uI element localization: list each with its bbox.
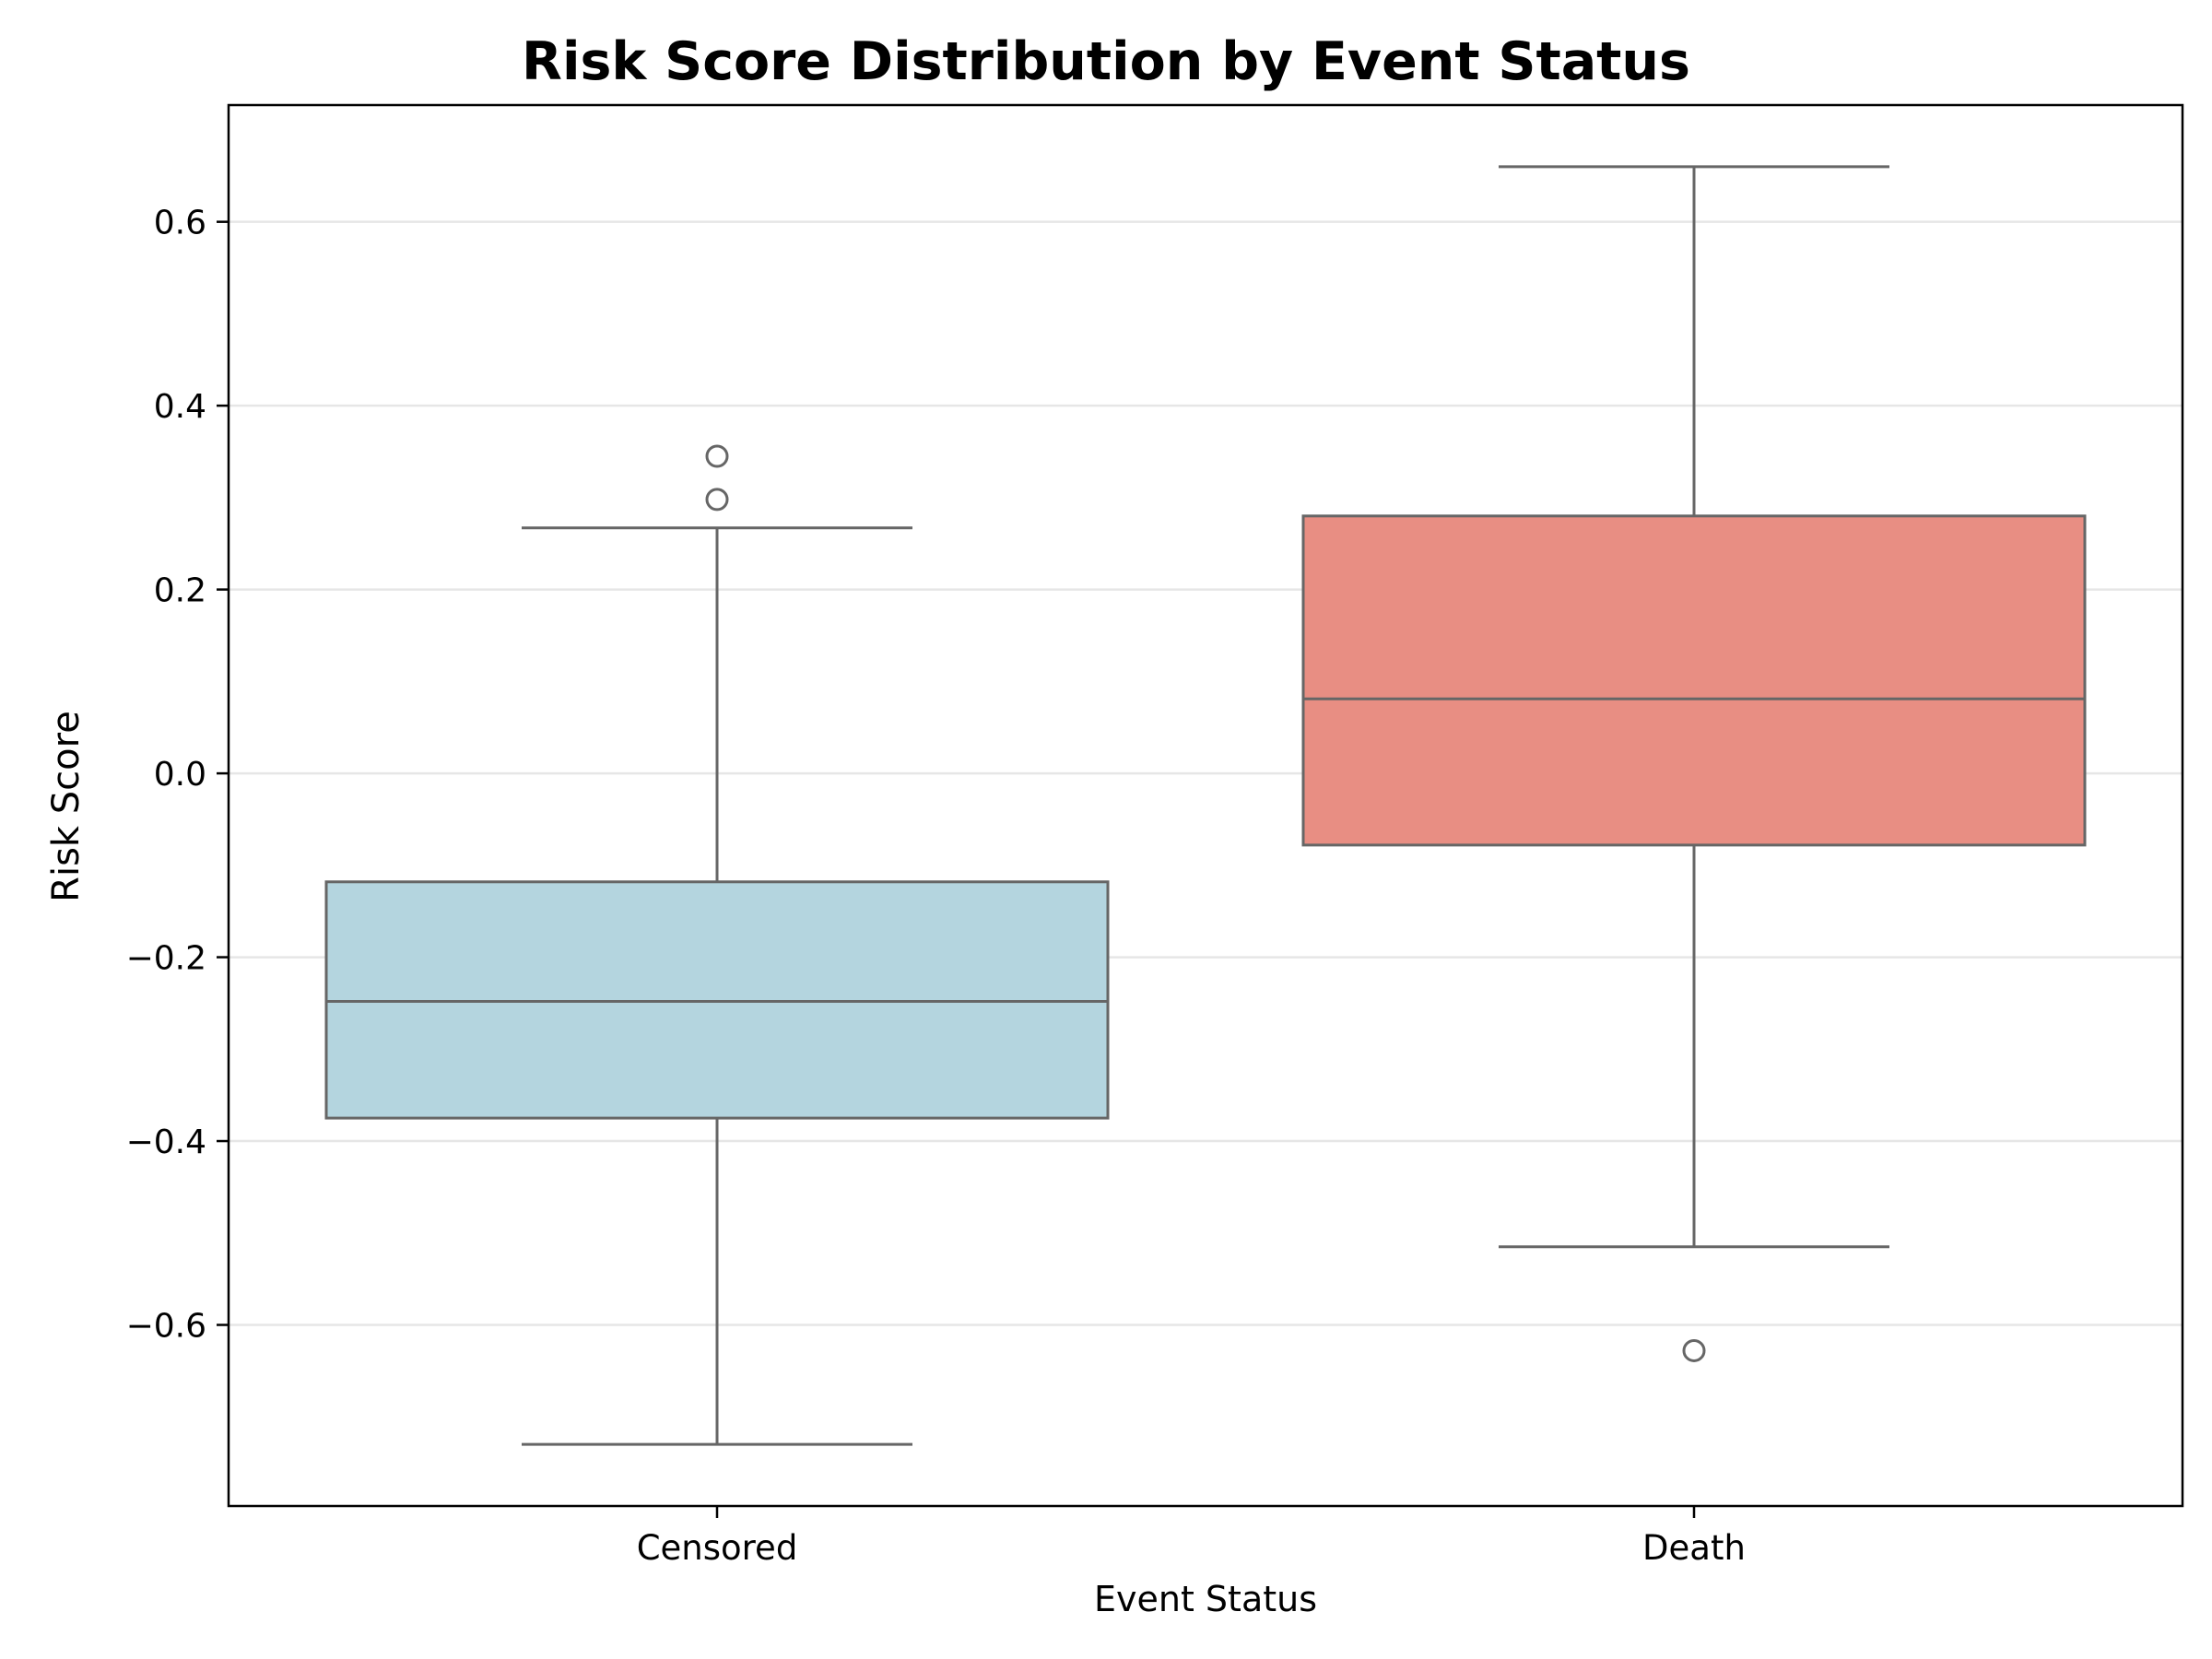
- plot-frame: [227, 103, 2184, 1508]
- y-tick-label: −0.6: [126, 1308, 206, 1346]
- y-tick-label: 0.0: [154, 756, 206, 794]
- boxes: [324, 165, 2087, 1446]
- box-death: [1301, 165, 2087, 1362]
- outlier-point: [705, 488, 729, 512]
- y-tick-label: −0.2: [126, 940, 206, 978]
- y-tick-label: −0.4: [126, 1124, 206, 1161]
- chart-title: Risk Score Distribution by Event Status: [522, 31, 1690, 92]
- x-axis-label: Event Status: [1093, 1579, 1318, 1619]
- outlier-point: [1682, 1338, 1706, 1362]
- box-censored: [324, 444, 1110, 1446]
- x-tick-label: Death: [1642, 1528, 1746, 1568]
- outlier-point: [705, 444, 729, 468]
- iqr-box: [1301, 514, 2087, 847]
- axis-ticks: −0.6 −0.4 −0.2 0.0 0.2 0.4 0.6 Censored Death: [126, 205, 1746, 1568]
- y-tick-label: 0.2: [154, 572, 206, 610]
- y-tick-label: 0.4: [154, 388, 206, 426]
- y-tick-label: 0.6: [154, 205, 206, 242]
- x-tick-label: Censored: [637, 1528, 798, 1568]
